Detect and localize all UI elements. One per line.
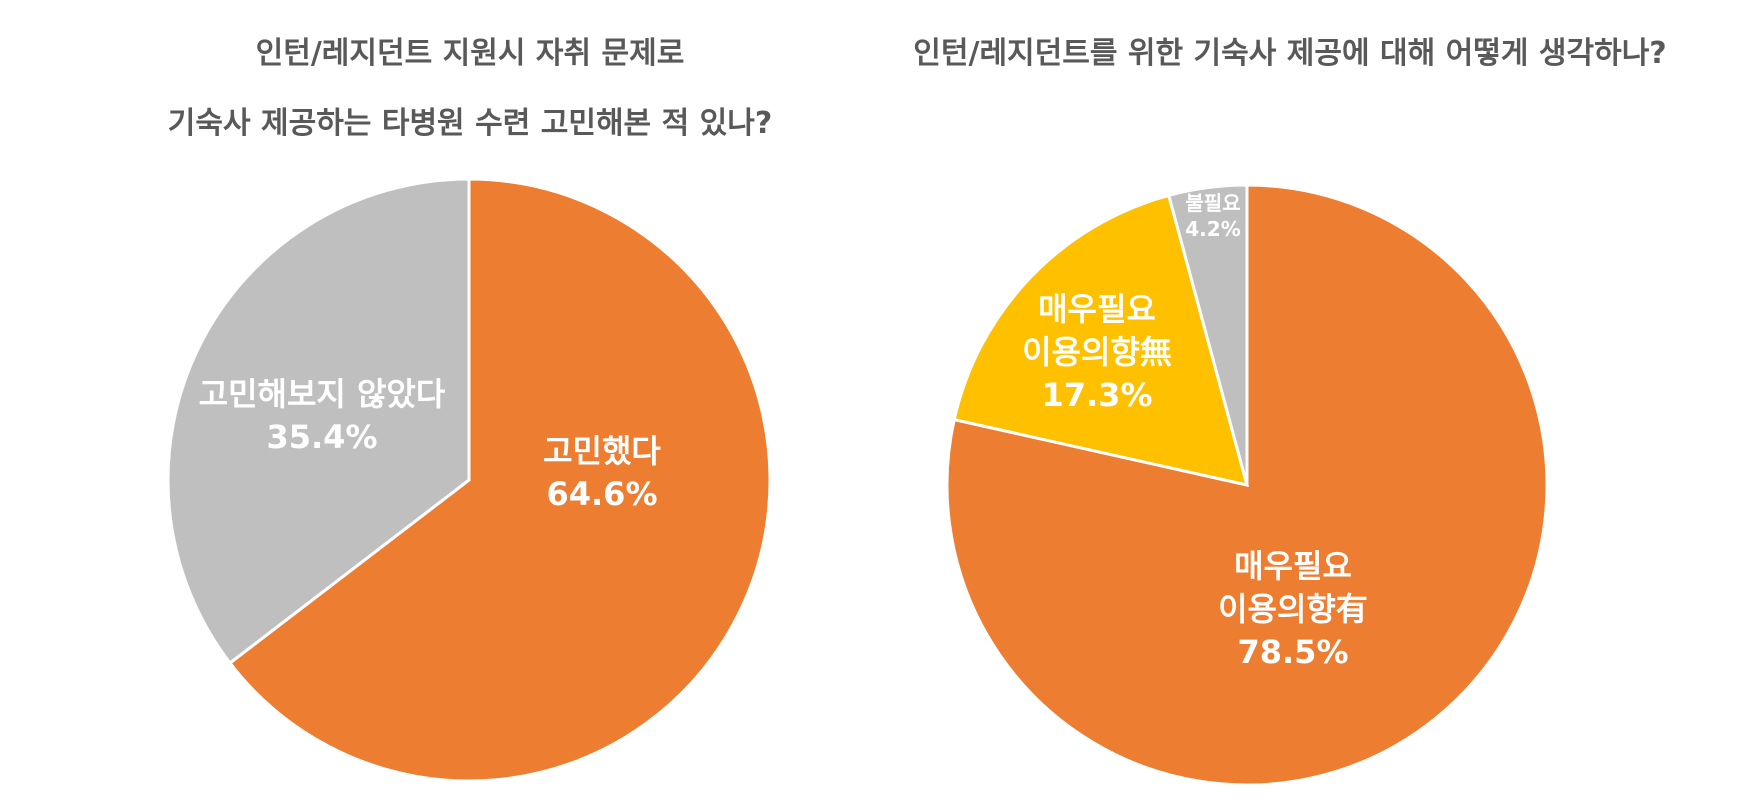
right-pie-chart: 매우필요 이용의향有 78.5%매우필요 이용의향無 17.3%불필요 4.2% [945,183,1549,787]
right-chart-title: 인턴/레지던트를 위한 기숙사 제공에 대해 어떻게 생각하나? [913,36,1667,71]
slice-label-line: 이용의향無 [1022,333,1172,371]
slice-label: 고민해보지 않았다 35.4% [199,375,446,456]
slice-value-label: 78.5% [1237,633,1348,671]
slice-label: 고민했다 64.6% [543,432,661,513]
slice-label: 불필요 4.2% [1185,191,1240,241]
left-pie-chart: 고민했다 64.6% 고민해보지 않았다 35.4% [166,177,772,783]
slice-value-label: 4.2% [1185,217,1240,241]
slice-label-line: 고민했다 [543,432,661,470]
slice-value-label: 17.3% [1041,376,1152,414]
pie-slice [227,177,772,783]
left-chart-title-line1: 인턴/레지던트 지원시 자취 문제로 [255,36,685,71]
slice-label-line: 매우필요 [1234,547,1352,585]
slice-label-line: 이용의향有 [1218,590,1368,628]
slice-value-label: 35.4% [266,418,377,456]
pie-slice [166,177,471,666]
slice-label-line: 고민해보지 않았다 [199,375,446,413]
pie-slice [1166,183,1249,486]
pie-slice [952,193,1250,488]
slice-value-label: 64.6% [546,475,657,513]
slice-label-line: 매우필요 [1038,290,1156,328]
left-chart-title-line2: 기숙사 제공하는 타병원 수련 고민해본 적 있나? [167,106,773,141]
slice-label-line: 불필요 [1185,191,1240,215]
